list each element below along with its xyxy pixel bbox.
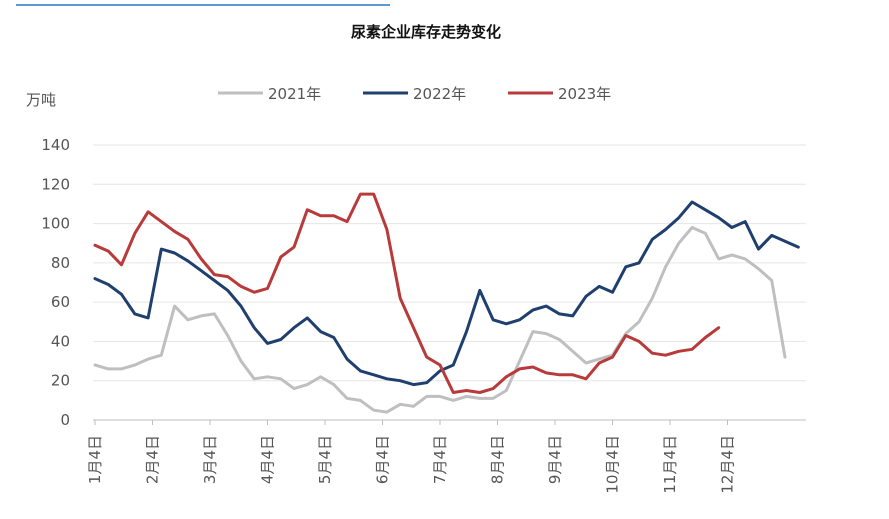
x-tick-label: 8月4日	[489, 435, 507, 484]
legend-label-2: 2022年	[413, 85, 466, 103]
x-tick-label: 4月4日	[259, 435, 277, 484]
series-line-2	[93, 200, 800, 387]
y-tick-label: 100	[41, 215, 70, 233]
x-tick-label: 6月4日	[374, 435, 392, 484]
x-tick-label: 10月4日	[604, 435, 622, 494]
chart-title: 尿素企业库存走势变化	[351, 23, 501, 41]
x-tick-label: 7月4日	[431, 435, 449, 484]
x-tick-label: 12月4日	[719, 435, 737, 494]
x-tick-label: 2月4日	[144, 435, 162, 484]
y-axis-unit-label: 万吨	[26, 91, 56, 109]
x-tick-label: 5月4日	[316, 435, 334, 484]
y-tick-label: 120	[41, 175, 70, 193]
gridlines	[93, 144, 806, 421]
series-line-3	[93, 192, 721, 394]
series-line-1	[93, 226, 787, 414]
y-tick-label: 80	[51, 254, 70, 272]
x-tick-label: 9月4日	[546, 435, 564, 484]
x-tick-label: 11月4日	[661, 435, 679, 494]
y-tick-label: 20	[51, 372, 70, 390]
y-tick-label: 0	[60, 411, 70, 429]
y-tick-label: 140	[41, 136, 70, 154]
x-tick-label: 3月4日	[201, 435, 219, 484]
legend: 2021年 2022年 2023年	[218, 85, 611, 103]
legend-label-1: 2021年	[268, 85, 321, 103]
y-tick-label: 60	[51, 293, 70, 311]
y-tick-label: 40	[51, 332, 70, 350]
y-axis-ticks: 0 20 40 60 80 100 120 140	[41, 136, 70, 429]
series-lines	[93, 192, 800, 414]
x-tick-label: 1月4日	[86, 435, 104, 484]
legend-label-3: 2023年	[558, 85, 611, 103]
x-axis-ticks: 1月4日 2月4日 3月4日 4月4日 5月4日 6月4日 7月4日 8月4日 9月4日 10月4…	[86, 420, 737, 494]
